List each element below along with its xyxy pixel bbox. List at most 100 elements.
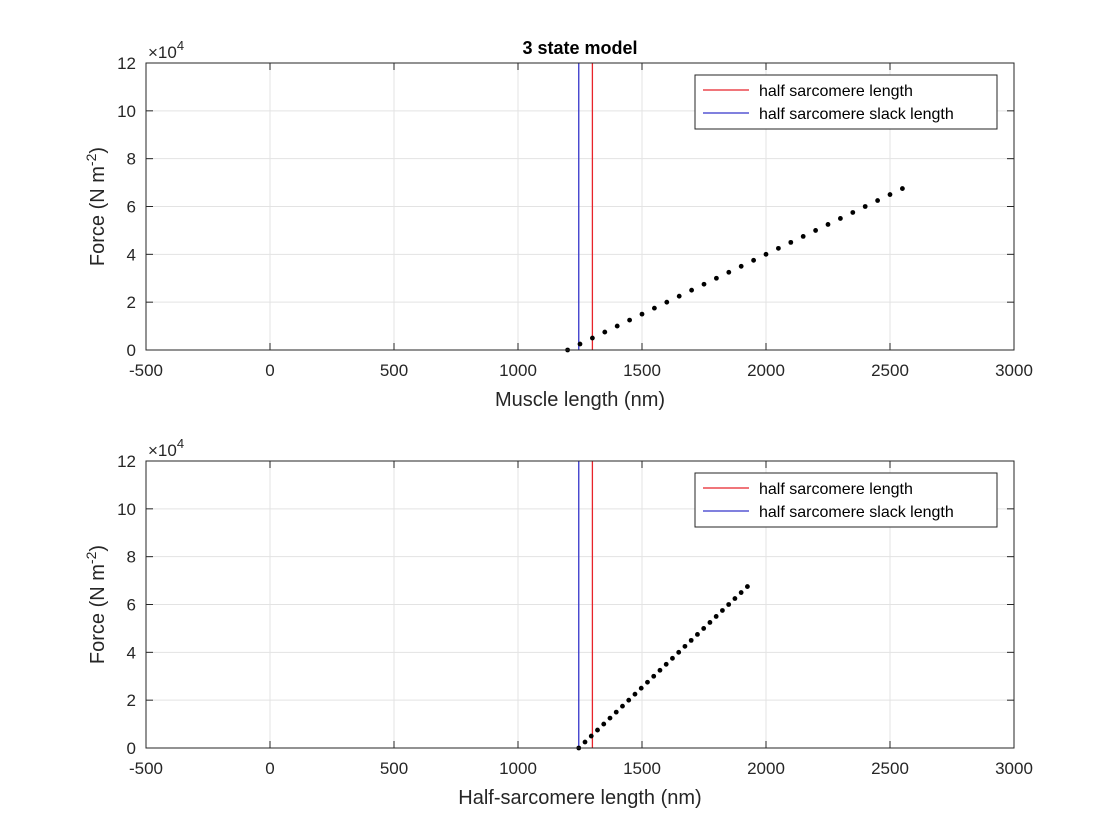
legend-box (694, 472, 998, 528)
y-tick-label: 4 (127, 245, 136, 264)
x-tick-label: 1500 (623, 361, 661, 380)
legend: half sarcomere length half sarcomere slac… (694, 74, 998, 130)
y-tick-label: 10 (117, 102, 136, 121)
y-tick-label: 12 (117, 452, 136, 471)
y-axis-label: Force (N m-2) (83, 147, 109, 266)
data-point (720, 608, 725, 613)
y-multiplier-label: ×104 (148, 38, 184, 62)
x-tick-label: 0 (265, 759, 274, 778)
y-tick-label: 12 (117, 54, 136, 73)
data-point (682, 643, 688, 649)
x-tick-label: 0 (265, 361, 274, 380)
x-tick-label: 1000 (499, 361, 537, 380)
data-point (627, 317, 632, 323)
data-point (689, 287, 694, 293)
y-tick-label: 8 (127, 150, 136, 169)
legend-entry: half sarcomere slack length (759, 504, 954, 521)
data-point (595, 727, 600, 733)
data-point (887, 192, 893, 197)
chart-title: 3 state model (522, 38, 637, 58)
data-point (701, 281, 707, 287)
data-point (652, 305, 657, 311)
data-point (862, 204, 868, 209)
data-point (900, 186, 905, 191)
legend-entry: half sarcomere slack length (759, 106, 954, 123)
data-point (577, 341, 583, 347)
data-point (726, 269, 732, 275)
y-tick-label: 0 (127, 739, 136, 758)
y-tick-label: 2 (127, 691, 136, 710)
data-point (745, 584, 750, 589)
x-tick-label: 1000 (499, 759, 537, 778)
data-point (651, 673, 657, 679)
data-point (738, 263, 744, 269)
data-point (620, 703, 625, 709)
data-point (670, 655, 675, 661)
data-point (838, 216, 843, 221)
x-tick-label: 2000 (747, 759, 785, 778)
data-point (713, 614, 719, 619)
data-point (602, 329, 608, 335)
x-tick-label: 2500 (871, 759, 909, 778)
data-point (614, 323, 620, 329)
bottom-chart: -500 0 500 1000 1500 2000 2500 3000024681012×10… (83, 436, 1033, 809)
y-tick-label: 0 (127, 341, 136, 360)
data-point (613, 709, 619, 715)
data-point (601, 721, 607, 727)
data-point (657, 667, 663, 673)
y-tick-label: 6 (127, 596, 136, 615)
legend: half sarcomere length half sarcomere slac… (694, 472, 998, 528)
y-tick-label: 10 (117, 500, 136, 519)
y-tick-label: 6 (127, 198, 136, 217)
y-tick-label: 4 (127, 643, 136, 662)
data-point (676, 649, 682, 655)
data-point (738, 590, 744, 595)
data-point (695, 631, 700, 637)
y-multiplier-label: ×104 (148, 436, 184, 460)
data-point (676, 293, 682, 299)
data-point (788, 239, 794, 245)
legend-entry: half sarcomere length (759, 83, 913, 100)
data-point (588, 733, 594, 739)
data-point (813, 228, 818, 233)
x-tick-label: 3000 (995, 759, 1033, 778)
data-point (726, 602, 732, 607)
x-tick-label: 500 (380, 361, 408, 380)
data-point (763, 251, 769, 257)
data-point (751, 257, 756, 263)
top-chart: -500 0 500 1000 1500 2000 2500 3000024681012×10… (83, 38, 1033, 411)
data-point (732, 596, 738, 601)
x-tick-label: 1500 (623, 759, 661, 778)
data-point (582, 739, 588, 745)
data-point (714, 275, 719, 281)
data-point (825, 222, 831, 227)
legend-entry: half sarcomere length (759, 481, 913, 498)
y-axis-label: Force (N m-2) (83, 545, 109, 664)
x-tick-label: 3000 (995, 361, 1033, 380)
data-point (626, 697, 632, 703)
legend-box (694, 74, 998, 130)
x-axis-label: Half-sarcomere length (nm) (458, 787, 701, 809)
data-point (701, 626, 707, 631)
x-tick-label: 500 (380, 759, 408, 778)
x-tick-label: -500 (129, 759, 163, 778)
data-point (590, 335, 595, 341)
data-point (800, 233, 806, 239)
data-point (776, 245, 781, 251)
x-tick-label: 2000 (747, 361, 785, 380)
y-tick-label: 2 (127, 293, 136, 312)
x-tick-label: 2500 (871, 361, 909, 380)
data-point (688, 637, 694, 643)
data-point (632, 691, 638, 697)
x-axis-label: Muscle length (nm) (495, 389, 665, 411)
data-point (850, 210, 856, 215)
y-tick-label: 8 (127, 548, 136, 567)
data-point (638, 685, 644, 691)
data-point (707, 620, 713, 625)
data-point (645, 679, 650, 685)
x-tick-label: -500 (129, 361, 163, 380)
data-point (875, 198, 880, 203)
data-point (639, 311, 645, 317)
